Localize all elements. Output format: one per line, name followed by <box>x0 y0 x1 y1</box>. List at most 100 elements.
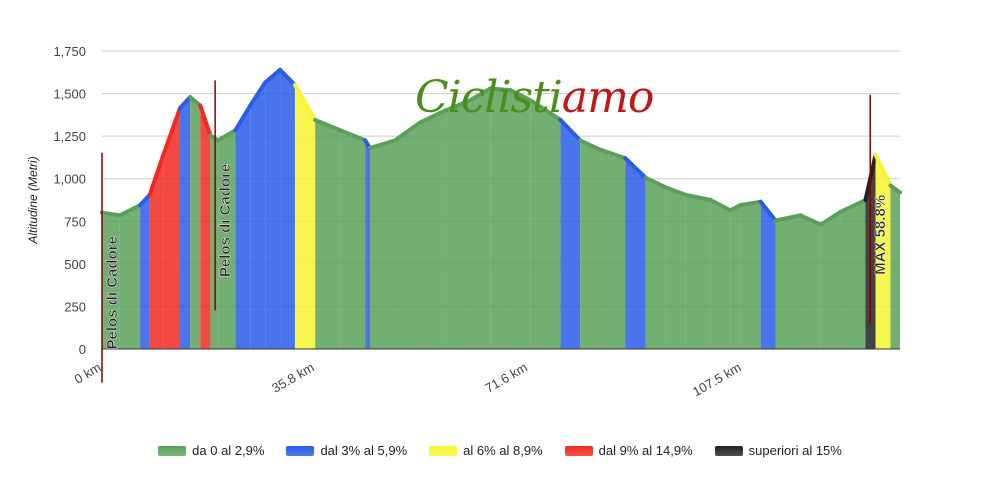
profile-line <box>443 98 473 113</box>
y-tick-label: 250 <box>64 299 86 314</box>
profile-line <box>738 199 763 208</box>
profile-line <box>558 117 583 143</box>
annotation-label: MAX 58.8% <box>872 195 889 275</box>
profile-line <box>392 120 423 143</box>
profile-line <box>578 138 603 152</box>
profile-line <box>278 67 297 88</box>
x-tick-label: 71.6 km <box>482 360 530 396</box>
profile-segment <box>365 140 370 349</box>
profile-line <box>708 198 733 213</box>
y-tick-label: 1,250 <box>53 129 86 144</box>
profile-segment <box>820 211 841 349</box>
profile-line <box>263 67 283 85</box>
legend-label: dal 9% al 14,9% <box>598 443 693 458</box>
legend-item: al 6% al 8,9% <box>429 443 543 458</box>
legend-item: dal 3% al 5,9% <box>286 443 407 458</box>
profile-line <box>188 94 203 108</box>
profile-segment <box>294 85 316 350</box>
y-tick-label: 1,500 <box>53 87 86 102</box>
profile-line <box>161 106 183 157</box>
profile-line <box>138 192 152 208</box>
profile-segment <box>730 205 741 349</box>
profile-line <box>198 103 213 138</box>
profile-line <box>818 209 843 227</box>
profile-segment <box>510 90 531 349</box>
profile-segment <box>119 205 141 349</box>
legend: da 0 al 2,9% dal 3% al 5,9% al 6% al 8,9% d… <box>0 443 1000 458</box>
profile-line <box>100 210 122 218</box>
legend-swatch <box>158 445 187 456</box>
legend-label: superiori al 15% <box>748 443 842 458</box>
y-tick-label: 0 <box>79 342 86 357</box>
legend-item: dal 9% al 14,9% <box>564 443 693 458</box>
profile-line <box>873 152 893 188</box>
profile-segment <box>210 135 219 349</box>
profile-segment <box>163 108 181 349</box>
profile-segment <box>530 100 561 349</box>
legend-label: al 6% al 8,9% <box>463 443 543 458</box>
profile-segment <box>369 140 395 349</box>
logo-watermark: Ciclistiamo <box>415 72 654 123</box>
profile-segment <box>890 185 900 349</box>
profile-segment <box>710 200 731 349</box>
annotation-label: Pelos di Cadore <box>217 164 234 277</box>
profile-segment <box>625 158 646 349</box>
y-tick-label: 750 <box>64 214 86 229</box>
profile-line <box>367 138 397 151</box>
profile-line <box>508 88 533 103</box>
profile-segment <box>190 96 201 349</box>
profile-segment <box>235 105 251 350</box>
profile-line <box>418 108 448 125</box>
y-tick-label: 500 <box>64 257 86 272</box>
profile-line <box>313 117 343 133</box>
profile-segment <box>218 130 236 349</box>
profile-line <box>528 98 563 122</box>
profile-segment <box>420 110 446 349</box>
profile-line <box>216 128 238 143</box>
y-axis-label: Altitudine (Metri) <box>26 156 40 244</box>
profile-line <box>888 183 902 195</box>
profile-segment <box>102 212 120 349</box>
profile-line <box>468 86 493 103</box>
profile-segment <box>250 82 266 349</box>
profile-line <box>643 175 668 190</box>
legend-item: da 0 al 2,9% <box>158 443 264 458</box>
profile-line <box>623 156 648 180</box>
profile-segment <box>280 69 295 349</box>
profile-line <box>248 80 268 108</box>
profile-line <box>233 103 253 133</box>
profile-line <box>683 192 713 202</box>
profile-line <box>147 152 166 197</box>
profile-segment <box>394 122 421 350</box>
profile-line <box>178 94 193 111</box>
profile-segment <box>470 88 491 349</box>
profile-segment <box>445 100 471 349</box>
profile-segment <box>580 140 601 349</box>
profile-segment <box>265 69 281 349</box>
profile-line <box>663 185 688 197</box>
profile-segment <box>760 201 776 349</box>
profile-line <box>598 147 628 161</box>
profile-line <box>838 198 868 214</box>
profile-segment <box>665 187 686 349</box>
profile-line <box>758 199 778 223</box>
logo-text-red: amo <box>561 72 654 123</box>
profile-segment <box>315 119 341 349</box>
profile-line <box>338 128 368 143</box>
profile-segment <box>685 194 711 349</box>
profile-segment <box>800 215 821 349</box>
legend-swatch <box>286 445 315 456</box>
legend-label: da 0 al 2,9% <box>192 443 265 458</box>
profile-segment <box>875 154 891 349</box>
profile-segment <box>180 96 191 349</box>
profile-segment <box>340 130 366 349</box>
legend-swatch <box>429 445 458 456</box>
x-tick-label: 107.5 km <box>690 360 744 400</box>
y-tick-label: 1,750 <box>53 44 86 59</box>
legend-swatch <box>714 445 743 456</box>
legend-swatch <box>564 445 593 456</box>
profile-segment <box>149 154 164 349</box>
profile-line <box>117 203 143 218</box>
